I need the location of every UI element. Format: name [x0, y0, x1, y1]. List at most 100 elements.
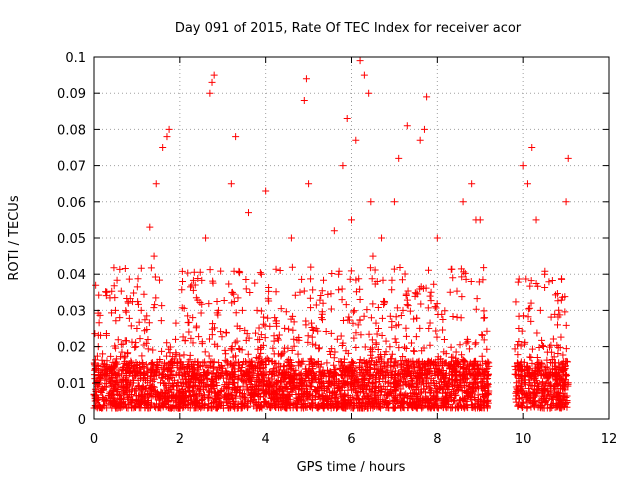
background-point: [149, 346, 157, 354]
background-point: [147, 264, 155, 272]
background-point: [432, 327, 440, 335]
background-point: [230, 290, 238, 298]
background-point: [246, 288, 254, 296]
background-point: [251, 279, 259, 287]
background-point: [222, 329, 230, 337]
data-point: [523, 180, 531, 188]
data-point: [476, 216, 484, 224]
background-point: [290, 342, 298, 350]
background-point: [196, 268, 204, 276]
background-point: [151, 273, 159, 281]
background-point: [205, 352, 213, 360]
background-point: [261, 334, 269, 342]
background-point: [422, 388, 430, 396]
background-point: [156, 276, 164, 284]
data-point: [390, 198, 398, 206]
background-point: [231, 339, 239, 347]
background-point: [244, 350, 252, 358]
background-point: [448, 265, 456, 273]
background-point: [374, 303, 382, 311]
background-point: [461, 269, 469, 277]
data-point: [481, 314, 489, 322]
background-point: [180, 351, 188, 359]
background-point: [408, 404, 416, 412]
background-point: [182, 393, 190, 401]
background-point: [330, 354, 338, 362]
background-point: [234, 294, 242, 302]
background-point: [92, 281, 100, 289]
background-point: [291, 291, 299, 299]
background-point: [272, 265, 280, 273]
background-point: [484, 380, 492, 388]
background-point: [130, 289, 138, 297]
background-point: [380, 359, 388, 367]
background-point: [110, 264, 118, 272]
background-point: [308, 333, 316, 341]
background-point: [540, 343, 548, 351]
background-point: [457, 314, 465, 322]
background-point: [275, 404, 283, 412]
background-point: [152, 294, 160, 302]
background-point: [132, 392, 140, 400]
background-point: [389, 392, 397, 400]
background-point: [402, 324, 410, 332]
background-point: [91, 330, 99, 338]
background-point: [197, 392, 205, 400]
background-point: [346, 399, 354, 407]
background-point: [472, 385, 480, 393]
background-point: [257, 307, 265, 315]
background-point: [478, 331, 486, 339]
data-point: [554, 321, 561, 329]
data-point: [339, 162, 347, 170]
background-point: [526, 282, 534, 290]
x-tick-label: 10: [515, 432, 532, 447]
background-point: [339, 392, 347, 400]
y-axis-label: ROTI / TECUs: [7, 195, 22, 280]
data-point: [302, 75, 310, 83]
background-point: [365, 330, 373, 338]
background-point: [339, 317, 347, 325]
background-point: [304, 332, 312, 340]
data-point: [536, 306, 544, 314]
background-point: [189, 276, 197, 284]
background-point: [277, 305, 285, 313]
background-point: [315, 345, 323, 353]
background-point: [399, 398, 407, 406]
background-point: [136, 335, 144, 343]
background-point: [216, 398, 224, 406]
background-point: [472, 339, 480, 347]
data-point: [116, 314, 124, 322]
background-point: [426, 319, 434, 327]
background-point: [511, 370, 519, 378]
background-point: [441, 307, 449, 315]
background-point: [256, 377, 264, 385]
background-point: [282, 308, 290, 316]
background-point: [315, 392, 323, 400]
data-point: [367, 198, 375, 206]
background-point: [290, 399, 298, 407]
data-point: [446, 288, 454, 296]
background-point: [217, 267, 225, 275]
background-point: [122, 307, 130, 315]
data-point: [137, 306, 145, 314]
background-point: [228, 289, 236, 297]
x-tick-label: 2: [176, 432, 184, 447]
background-point: [449, 274, 457, 282]
background-point: [192, 324, 200, 332]
y-tick-label: 0.1: [65, 51, 86, 66]
background-point: [150, 304, 158, 312]
data-point: [152, 180, 160, 188]
background-point: [205, 300, 213, 308]
background-point: [356, 316, 364, 324]
background-point: [269, 344, 277, 352]
y-tick-label: 0: [78, 413, 86, 428]
background-point: [549, 335, 557, 343]
background-point: [239, 390, 247, 398]
background-point: [416, 324, 424, 332]
background-point: [102, 331, 110, 339]
background-point: [317, 291, 325, 299]
background-point: [140, 290, 148, 298]
data-point: [423, 93, 431, 101]
background-point: [235, 269, 243, 277]
